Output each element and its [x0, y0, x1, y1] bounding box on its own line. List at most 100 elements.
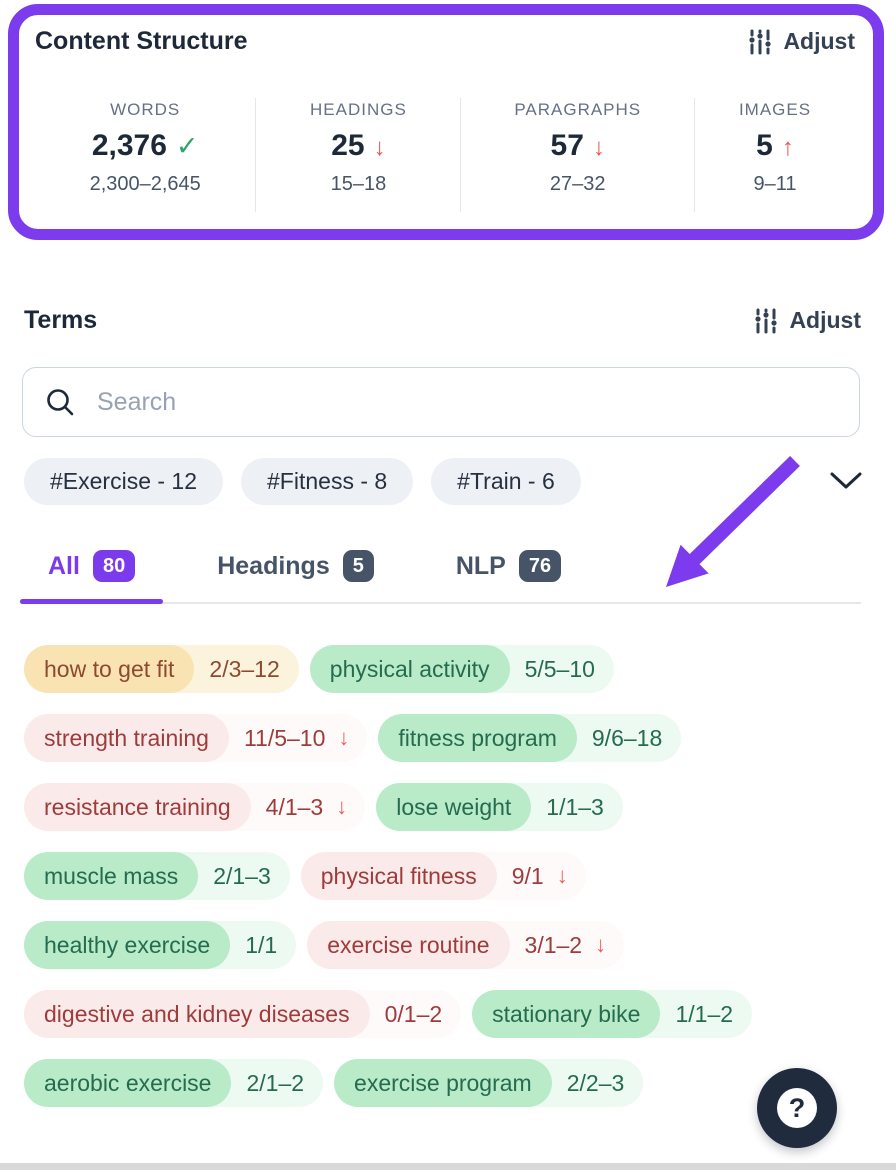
term-label: how to get fit — [24, 645, 195, 693]
chevron-down-icon — [830, 472, 862, 489]
term-count: 0/1–2 — [384, 1000, 443, 1027]
stat-paragraphs: PARAGRAPHS 57 ↓ 27–32 — [461, 98, 696, 212]
terms-tabs: All 80 Headings 5 NLP 76 — [20, 545, 861, 604]
help-button[interactable]: ? — [757, 1068, 837, 1148]
term-count: 2/1–3 — [213, 862, 271, 889]
term-count: 2/1–2 — [246, 1069, 305, 1096]
question-mark-icon: ? — [777, 1088, 817, 1128]
search-icon — [47, 389, 74, 416]
content-structure-title: Content Structure — [35, 27, 248, 55]
term-count: 11/5–10 — [243, 724, 326, 751]
term-label: muscle mass — [24, 852, 199, 900]
term-count: 5/5–10 — [524, 655, 595, 682]
term-count: 2/2–3 — [566, 1069, 625, 1096]
tag-chip-train[interactable]: #Train - 6 — [431, 458, 581, 505]
arrow-up-icon: ↑ — [781, 134, 794, 161]
term-label: strength training — [24, 714, 229, 762]
term-count: 1/1–2 — [675, 1000, 734, 1027]
stat-value: 5 — [756, 129, 773, 162]
tab-count-badge: 5 — [342, 550, 374, 582]
tab-all[interactable]: All 80 — [20, 545, 164, 604]
term-label: stationary bike — [472, 990, 661, 1038]
stat-label: HEADINGS — [309, 100, 407, 119]
tab-headings[interactable]: Headings 5 — [189, 545, 402, 602]
stat-value: 2,376 — [91, 129, 167, 162]
arrow-down-icon: ↓ — [595, 932, 607, 957]
stat-label: IMAGES — [738, 100, 812, 119]
stat-value: 57 — [550, 129, 584, 162]
term-count: 3/1–2 — [524, 931, 583, 958]
tab-label: Headings — [217, 551, 330, 580]
content-structure-stats: WORDS 2,376 ✓ 2,300–2,645 HEADINGS 25 ↓ 15… — [35, 98, 855, 212]
tag-chip-fitness[interactable]: #Fitness - 8 — [241, 458, 414, 505]
stat-label: PARAGRAPHS — [514, 100, 642, 119]
term-count: 9/6–18 — [591, 724, 663, 751]
term-count: 1/1 — [245, 931, 278, 958]
content-structure-panel: Content Structure Adjust WORDS 2,376 ✓ 2,… — [8, 4, 884, 240]
term-pills-list: how to get fit 2/3–12 ↓ physical activity 5… — [24, 645, 862, 1107]
stat-range: 27–32 — [549, 173, 606, 195]
term-label: lose weight — [376, 783, 532, 831]
search-box — [22, 367, 860, 437]
arrow-down-icon: ↓ — [556, 863, 568, 888]
tag-chip-exercise[interactable]: #Exercise - 12 — [24, 458, 224, 505]
stat-images: IMAGES 5 ↑ 9–11 — [695, 98, 855, 212]
terms-adjust-button[interactable]: Adjust — [753, 307, 861, 334]
term-label: fitness program — [378, 714, 577, 762]
term-label: digestive and kidney diseases — [24, 990, 370, 1038]
stat-range: 9–11 — [753, 173, 797, 195]
arrow-down-icon: ↓ — [336, 794, 348, 819]
stat-range: 2,300–2,645 — [89, 173, 201, 195]
term-label: resistance training — [24, 783, 251, 831]
stat-range: 15–18 — [330, 173, 387, 195]
stat-words: WORDS 2,376 ✓ 2,300–2,645 — [35, 98, 257, 212]
tab-count-badge: 76 — [518, 550, 562, 582]
search-input[interactable] — [95, 386, 837, 418]
term-label: physical activity — [309, 645, 510, 693]
tag-chips-row: #Exercise - 12 #Fitness - 8 #Train - 6 — [24, 458, 862, 505]
sliders-icon — [755, 308, 778, 333]
arrow-down-icon: ↓ — [373, 134, 386, 161]
content-structure-adjust-button[interactable]: Adjust — [747, 28, 855, 55]
tab-count-badge: 80 — [92, 550, 136, 582]
term-pill[interactable]: resistance training 4/1–3 ↓ — [24, 783, 366, 831]
term-label: exercise program — [334, 1059, 552, 1107]
arrow-down-icon: ↓ — [338, 725, 350, 750]
expand-chips-button[interactable] — [830, 468, 862, 495]
term-label: exercise routine — [307, 921, 510, 969]
tab-nlp[interactable]: NLP 76 — [428, 545, 589, 602]
term-count: 4/1–3 — [265, 793, 324, 820]
annotation-arrow-icon — [666, 456, 800, 587]
term-count: 2/3–12 — [209, 655, 280, 682]
terms-title: Terms — [24, 306, 98, 334]
bottom-edge-strip — [0, 1163, 896, 1170]
term-pill[interactable]: strength training 11/5–10 ↓ — [24, 714, 368, 762]
stat-value: 25 — [331, 129, 365, 162]
term-count: 1/1–3 — [546, 793, 604, 820]
tab-label: NLP — [455, 551, 506, 580]
stat-label: WORDS — [110, 100, 181, 119]
sliders-icon — [749, 29, 772, 54]
term-label: aerobic exercise — [24, 1059, 232, 1107]
check-icon: ✓ — [175, 131, 199, 161]
term-count: 9/1 — [511, 862, 544, 889]
arrow-down-icon: ↓ — [592, 134, 605, 161]
tab-label: All — [48, 551, 80, 580]
adjust-label: Adjust — [783, 28, 855, 54]
term-pill[interactable]: physical fitness 9/1 ↓ — [300, 852, 586, 900]
stat-headings: HEADINGS 25 ↓ 15–18 — [256, 98, 462, 212]
term-pill[interactable]: exercise routine 3/1–2 ↓ — [307, 921, 625, 969]
adjust-label: Adjust — [789, 307, 861, 333]
term-label: healthy exercise — [24, 921, 231, 969]
term-label: physical fitness — [300, 852, 497, 900]
